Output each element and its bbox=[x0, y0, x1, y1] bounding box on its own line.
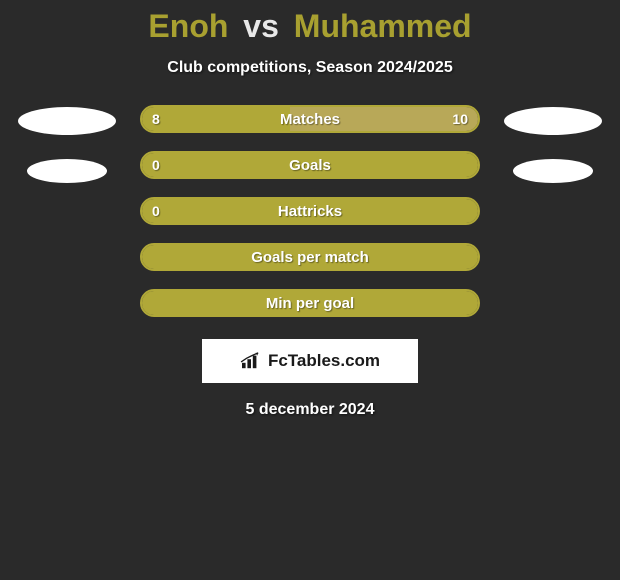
stat-label: Matches bbox=[280, 111, 340, 128]
stat-left-value: 0 bbox=[152, 203, 160, 219]
stat-label: Goals per match bbox=[251, 249, 369, 266]
chart-icon bbox=[240, 352, 262, 370]
avatar-col-left bbox=[18, 105, 116, 183]
comparison-widget: Enoh vs Muhammed Club competitions, Seas… bbox=[0, 0, 620, 419]
stat-rows: 8 10 Matches 0 Goals 0 Hattricks Goals per matc… bbox=[140, 105, 480, 317]
stat-right-value: 10 bbox=[452, 111, 468, 127]
stat-label: Goals bbox=[289, 157, 331, 174]
avatar-left-0 bbox=[18, 107, 116, 135]
avatar-right-1 bbox=[513, 159, 593, 183]
stat-label: Hattricks bbox=[278, 203, 342, 220]
subtitle: Club competitions, Season 2024/2025 bbox=[167, 59, 452, 77]
stat-bar-min-per-goal: Min per goal bbox=[140, 289, 480, 317]
title-player1: Enoh bbox=[148, 8, 228, 44]
avatar-left-1 bbox=[27, 159, 107, 183]
avatar-col-right bbox=[504, 105, 602, 183]
stat-label: Min per goal bbox=[266, 295, 354, 312]
date-label: 5 december 2024 bbox=[246, 401, 375, 419]
stat-bar-matches: 8 10 Matches bbox=[140, 105, 480, 133]
stat-bar-goals-per-match: Goals per match bbox=[140, 243, 480, 271]
title-player2: Muhammed bbox=[294, 8, 472, 44]
logo-badge: FcTables.com bbox=[202, 339, 418, 383]
stat-bar-goals: 0 Goals bbox=[140, 151, 480, 179]
avatar-right-0 bbox=[504, 107, 602, 135]
stats-area: 8 10 Matches 0 Goals 0 Hattricks Goals per matc… bbox=[0, 105, 620, 317]
stat-fill-left bbox=[142, 107, 290, 131]
logo-text: FcTables.com bbox=[268, 351, 380, 371]
stat-left-value: 0 bbox=[152, 157, 160, 173]
title-vs: vs bbox=[243, 8, 279, 44]
stat-bar-hattricks: 0 Hattricks bbox=[140, 197, 480, 225]
page-title: Enoh vs Muhammed bbox=[148, 8, 471, 45]
stat-left-value: 8 bbox=[152, 111, 160, 127]
